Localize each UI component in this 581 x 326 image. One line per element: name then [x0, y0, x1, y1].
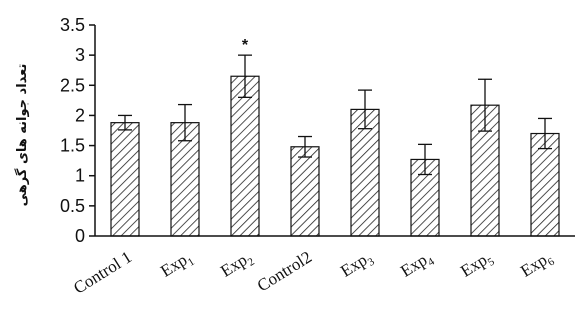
y-tick-label: 3 — [75, 45, 85, 65]
x-tick-label: Exp5 — [457, 247, 497, 283]
x-tick-label-text: Exp — [157, 250, 190, 281]
x-tick-label: Exp2 — [217, 247, 257, 283]
annotations-group: * — [242, 37, 249, 54]
x-tick-label-subscript: 2 — [246, 256, 257, 269]
y-tick-label: 1 — [75, 166, 85, 186]
x-tick-label: Exp3 — [337, 247, 377, 283]
x-tick-label: Exp4 — [397, 247, 437, 283]
x-tick-label-text: Exp — [457, 250, 490, 281]
x-tick-label: Exp6 — [517, 247, 557, 283]
x-tick-label-subscript: 4 — [426, 255, 437, 268]
y-tick-label: 2 — [75, 105, 85, 125]
x-tick-label: Control 1 — [70, 247, 135, 297]
error-bars-group — [118, 54, 552, 176]
bar — [530, 132, 560, 237]
bars-group — [110, 75, 560, 237]
x-tick-label-text: Exp — [217, 250, 250, 281]
significance-marker: * — [242, 37, 249, 54]
x-tick-label-text: Exp — [517, 250, 550, 281]
y-tick-label: 0.5 — [60, 196, 85, 216]
y-tick-label: 2.5 — [60, 75, 85, 95]
x-tick-label-subscript: 5 — [486, 255, 497, 268]
x-tick-label-text: Control 1 — [70, 247, 135, 297]
x-tick-label-subscript: 1 — [186, 256, 197, 269]
y-axis-ticks: 0 0.5 1 1.5 2 2.5 3 3.5 — [60, 15, 95, 246]
bar — [230, 75, 260, 237]
y-tick-label: 1.5 — [60, 136, 85, 156]
y-tick-label: 0 — [75, 226, 85, 246]
x-tick-label-text: Control2 — [254, 247, 315, 295]
x-tick-label-subscript: 6 — [546, 255, 557, 268]
y-axis-title: تعداد جوانه های گرهی — [14, 64, 30, 207]
x-tick-label: Exp1 — [157, 247, 197, 283]
bar — [170, 122, 200, 237]
x-tick-label: Control2 — [254, 247, 315, 295]
x-tick-label-text: Exp — [337, 250, 370, 281]
bar — [110, 122, 140, 237]
x-tick-label-subscript: 3 — [366, 255, 377, 268]
bar — [290, 146, 320, 237]
y-tick-label: 3.5 — [60, 15, 85, 35]
x-tick-label-text: Exp — [397, 250, 430, 281]
